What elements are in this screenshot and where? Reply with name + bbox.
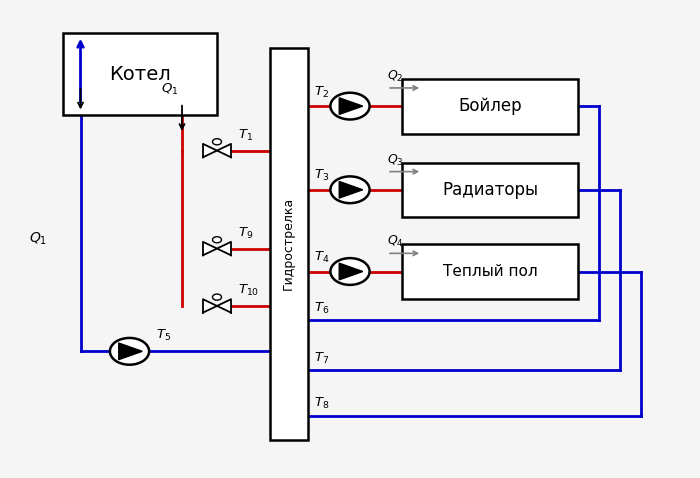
Polygon shape xyxy=(340,263,363,280)
Polygon shape xyxy=(203,242,217,255)
Circle shape xyxy=(110,338,149,365)
Polygon shape xyxy=(203,299,217,313)
Polygon shape xyxy=(217,299,231,313)
Text: $Q_1$: $Q_1$ xyxy=(161,82,178,98)
Bar xyxy=(402,163,578,217)
Polygon shape xyxy=(203,144,217,157)
Polygon shape xyxy=(340,98,363,114)
Text: Теплый пол: Теплый пол xyxy=(442,264,538,279)
Polygon shape xyxy=(217,144,231,157)
Text: $Q_2$: $Q_2$ xyxy=(387,69,403,84)
Text: $Q_3$: $Q_3$ xyxy=(387,152,404,168)
Bar xyxy=(402,244,578,299)
Text: $Q_1$: $Q_1$ xyxy=(29,231,48,247)
Bar xyxy=(270,48,308,440)
Text: Бойлер: Бойлер xyxy=(458,98,522,115)
Text: $T_5$: $T_5$ xyxy=(156,328,172,344)
Text: $T_1$: $T_1$ xyxy=(238,128,253,143)
Text: $T_2$: $T_2$ xyxy=(314,85,328,100)
Circle shape xyxy=(213,294,221,300)
Text: $T_4$: $T_4$ xyxy=(314,250,329,265)
Text: $T_3$: $T_3$ xyxy=(314,168,329,184)
Polygon shape xyxy=(217,242,231,255)
Circle shape xyxy=(330,176,370,203)
Text: $T_9$: $T_9$ xyxy=(238,226,253,241)
Circle shape xyxy=(213,139,221,145)
Bar xyxy=(63,33,217,115)
Circle shape xyxy=(330,93,370,120)
Text: $Q_4$: $Q_4$ xyxy=(387,234,404,250)
Text: $T_6$: $T_6$ xyxy=(314,301,329,316)
Polygon shape xyxy=(119,343,142,359)
Text: Котел: Котел xyxy=(109,65,171,84)
Text: $T_{10}$: $T_{10}$ xyxy=(238,283,259,298)
Text: Радиаторы: Радиаторы xyxy=(442,181,538,199)
Polygon shape xyxy=(340,182,363,198)
Circle shape xyxy=(330,258,370,285)
Text: $T_7$: $T_7$ xyxy=(314,351,329,366)
Circle shape xyxy=(213,237,221,243)
Text: Гидрострелка: Гидрострелка xyxy=(282,197,295,291)
Text: $T_8$: $T_8$ xyxy=(314,396,329,412)
Bar xyxy=(402,79,578,134)
